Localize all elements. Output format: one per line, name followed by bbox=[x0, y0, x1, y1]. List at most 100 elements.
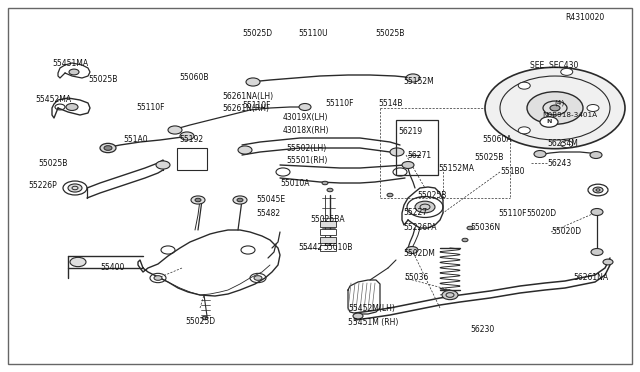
Text: 55020D: 55020D bbox=[526, 208, 556, 218]
Circle shape bbox=[168, 126, 182, 134]
Circle shape bbox=[233, 196, 247, 204]
Text: 55010B: 55010B bbox=[323, 244, 353, 253]
Text: 56243: 56243 bbox=[547, 158, 572, 167]
Text: 55400: 55400 bbox=[100, 263, 124, 273]
Circle shape bbox=[246, 78, 260, 86]
Circle shape bbox=[66, 103, 78, 110]
Text: 56261N(RH): 56261N(RH) bbox=[222, 103, 269, 112]
Circle shape bbox=[540, 117, 558, 127]
Text: SEE  SEC430: SEE SEC430 bbox=[530, 61, 579, 70]
Circle shape bbox=[561, 141, 573, 148]
Circle shape bbox=[603, 259, 613, 265]
Circle shape bbox=[195, 198, 201, 202]
Text: 55227: 55227 bbox=[403, 208, 427, 217]
Text: 55020D: 55020D bbox=[551, 228, 581, 237]
Text: 56234M: 56234M bbox=[547, 138, 578, 148]
Text: 55451MA: 55451MA bbox=[52, 58, 88, 67]
Text: 55025B: 55025B bbox=[88, 74, 117, 83]
Circle shape bbox=[550, 105, 560, 111]
Circle shape bbox=[156, 161, 170, 169]
Circle shape bbox=[322, 181, 328, 185]
Text: 55152MA: 55152MA bbox=[438, 164, 474, 173]
Circle shape bbox=[590, 151, 602, 158]
Text: 55452MA: 55452MA bbox=[35, 96, 71, 105]
Text: 55036N: 55036N bbox=[470, 224, 500, 232]
Text: 5514B: 5514B bbox=[378, 99, 403, 108]
Circle shape bbox=[518, 82, 531, 89]
Circle shape bbox=[299, 103, 311, 110]
Circle shape bbox=[402, 161, 414, 169]
Text: 55110F: 55110F bbox=[136, 103, 164, 112]
Bar bbox=[320, 245, 336, 251]
Text: 55045E: 55045E bbox=[256, 196, 285, 205]
Text: 56261NA: 56261NA bbox=[573, 273, 608, 282]
Text: 56271: 56271 bbox=[407, 151, 431, 160]
Circle shape bbox=[442, 291, 458, 300]
Circle shape bbox=[323, 245, 333, 251]
Circle shape bbox=[527, 92, 583, 124]
Circle shape bbox=[390, 148, 404, 156]
Text: 55442: 55442 bbox=[298, 244, 323, 253]
Circle shape bbox=[467, 226, 473, 230]
Text: 55060B: 55060B bbox=[179, 74, 209, 83]
Text: (4): (4) bbox=[554, 100, 564, 106]
Text: 55025BA: 55025BA bbox=[310, 215, 344, 224]
Text: 551B0: 551B0 bbox=[500, 167, 525, 176]
Text: 551A0: 551A0 bbox=[123, 135, 148, 144]
Circle shape bbox=[104, 146, 112, 150]
Text: 55110U: 55110U bbox=[298, 29, 328, 38]
Text: N0B918-3401A: N0B918-3401A bbox=[542, 112, 597, 118]
Text: 55060A: 55060A bbox=[482, 135, 511, 144]
Text: 55010A: 55010A bbox=[280, 179, 310, 187]
Text: 43018X(RH): 43018X(RH) bbox=[283, 125, 330, 135]
Circle shape bbox=[68, 184, 82, 192]
Text: 55110F: 55110F bbox=[325, 99, 353, 108]
Text: 55025B: 55025B bbox=[474, 153, 504, 161]
Text: 55110F: 55110F bbox=[498, 208, 527, 218]
Text: 55025B: 55025B bbox=[38, 158, 67, 167]
Bar bbox=[177, 148, 207, 170]
Text: 55452M(LH): 55452M(LH) bbox=[348, 304, 395, 312]
Circle shape bbox=[191, 196, 205, 204]
Circle shape bbox=[591, 209, 603, 215]
Text: 55110F: 55110F bbox=[242, 100, 271, 109]
Text: R4310020: R4310020 bbox=[565, 13, 604, 22]
Circle shape bbox=[561, 68, 573, 76]
Circle shape bbox=[462, 238, 468, 242]
Text: 55025B: 55025B bbox=[375, 29, 404, 38]
Circle shape bbox=[254, 276, 262, 280]
Circle shape bbox=[238, 146, 252, 154]
Text: N: N bbox=[547, 119, 552, 125]
Text: 55451M (RH): 55451M (RH) bbox=[348, 317, 398, 327]
Circle shape bbox=[591, 248, 603, 256]
Circle shape bbox=[406, 247, 418, 253]
Circle shape bbox=[69, 69, 79, 75]
Bar bbox=[320, 221, 336, 227]
Text: 55226P: 55226P bbox=[28, 182, 57, 190]
Bar bbox=[320, 237, 336, 243]
Circle shape bbox=[70, 257, 86, 267]
Bar bbox=[320, 229, 336, 235]
Circle shape bbox=[593, 187, 603, 193]
Text: 56219: 56219 bbox=[398, 128, 422, 137]
Text: 55025D: 55025D bbox=[185, 317, 215, 327]
Text: 5502DM: 5502DM bbox=[403, 248, 435, 257]
Circle shape bbox=[587, 105, 599, 112]
Text: 55482: 55482 bbox=[256, 208, 280, 218]
Text: 55192: 55192 bbox=[179, 135, 203, 144]
Circle shape bbox=[534, 151, 546, 157]
Circle shape bbox=[100, 143, 116, 153]
Circle shape bbox=[415, 201, 435, 213]
Bar bbox=[396, 120, 438, 175]
Text: 55025D: 55025D bbox=[242, 29, 272, 38]
Circle shape bbox=[237, 198, 243, 202]
Text: 55152M: 55152M bbox=[403, 77, 434, 87]
Text: 55226PA: 55226PA bbox=[403, 224, 436, 232]
Text: 43019X(LH): 43019X(LH) bbox=[283, 113, 328, 122]
Text: 56261NA(LH): 56261NA(LH) bbox=[222, 92, 273, 100]
Circle shape bbox=[387, 193, 393, 197]
Text: 55025B: 55025B bbox=[417, 190, 446, 199]
Circle shape bbox=[180, 132, 194, 140]
Circle shape bbox=[154, 276, 162, 280]
Text: 55036: 55036 bbox=[404, 273, 428, 282]
